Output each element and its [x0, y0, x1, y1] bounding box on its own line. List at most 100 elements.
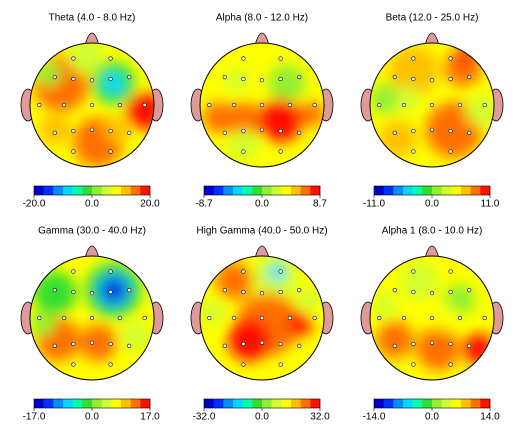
electrode: [457, 102, 463, 108]
colorbar-cell: [300, 399, 311, 408]
electrode: [71, 341, 76, 347]
map-region: [104, 280, 123, 300]
map-region: [379, 120, 417, 158]
electrode: [278, 362, 283, 367]
electrode: [37, 102, 42, 108]
electrode: [411, 289, 416, 295]
colorbar-cell: [72, 186, 83, 195]
colorbar-cell: [233, 399, 243, 408]
electrode: [287, 315, 293, 321]
electrode: [278, 341, 283, 347]
map-region: [296, 287, 321, 312]
map-region: [401, 262, 439, 300]
head-outline: [369, 255, 495, 381]
electrode: [278, 56, 283, 61]
electrode: [127, 343, 132, 349]
electrode: [207, 102, 212, 108]
electrode: [127, 130, 132, 135]
colorbar-tick-label: 17.0: [140, 412, 160, 423]
map-region: [268, 262, 287, 281]
colorbar-cell: [393, 186, 404, 195]
electrode: [71, 149, 76, 154]
electrode: [448, 149, 453, 154]
colorbar-cell: [432, 186, 442, 195]
colorbar-cell: [374, 399, 384, 408]
electrode: [259, 127, 265, 132]
electrode: [411, 149, 416, 154]
map-region: [466, 95, 494, 127]
electrode: [52, 343, 57, 349]
electrode: [377, 315, 382, 321]
colorbar-tick-label: 14.0: [480, 412, 500, 423]
colorbar-cell: [233, 186, 243, 195]
electrode: [108, 362, 113, 367]
panel-title: Alpha 1 (8.0 - 10.0 Hz): [382, 226, 483, 237]
electrode: [448, 289, 453, 295]
colorbar-cell: [480, 399, 491, 408]
electrode: [411, 56, 416, 61]
electrode: [61, 102, 67, 108]
colorbar-tick-label: -11.0: [363, 199, 385, 210]
colorbar-cell: [121, 186, 131, 195]
map-region: [102, 72, 125, 95]
electrode: [52, 288, 57, 293]
electrode: [52, 74, 57, 80]
electrode: [241, 76, 246, 82]
electrode: [467, 130, 472, 135]
electrode: [448, 269, 453, 274]
electrode: [377, 102, 382, 108]
topomap-panel: Alpha 1 (8.0 - 10.0 Hz) -14.0 0.0 14.0: [360, 226, 504, 423]
electrode: [89, 102, 95, 108]
map-region: [227, 129, 259, 161]
electrode: [278, 269, 283, 274]
colorbar-cell: [101, 186, 112, 195]
map-region: [33, 271, 77, 315]
electrode: [411, 341, 416, 347]
electrode: [241, 56, 246, 61]
colorbar-cell: [271, 399, 282, 408]
colorbar-tick-label: 0.0: [425, 199, 439, 210]
colorbar-tick-label: 32.0: [310, 412, 330, 423]
electrode: [259, 102, 265, 108]
electrode: [448, 341, 453, 347]
electrode: [89, 291, 95, 296]
panel-title: Gamma (30.0 - 40.0 Hz): [38, 226, 146, 237]
map-region: [370, 83, 401, 115]
head-outline: [29, 42, 155, 168]
colorbar-cell: [101, 399, 112, 408]
colorbar-tick-label: 0.0: [85, 412, 99, 423]
head-outline: [199, 255, 325, 381]
map-field: [30, 43, 154, 167]
map-region: [200, 299, 225, 325]
colorbar-cell: [422, 186, 433, 195]
colorbar-cell: [140, 186, 151, 195]
electrode: [232, 102, 237, 108]
head-outline: [29, 255, 155, 381]
colorbar-cell: [53, 399, 64, 408]
colorbar-cell: [204, 399, 214, 408]
colorbar-cell: [223, 186, 234, 195]
map-blobs: [203, 64, 324, 161]
electrode: [429, 340, 435, 345]
colorbar-cell: [271, 186, 282, 195]
colorbar-tick-label: 0.0: [255, 412, 269, 423]
electrode: [108, 56, 113, 61]
map-region: [227, 318, 272, 362]
colorbar-cell: [422, 399, 433, 408]
colorbar-tick-label: 0.0: [425, 412, 439, 423]
electrode: [241, 362, 246, 367]
electrode: [241, 269, 246, 274]
colorbar-cell: [204, 186, 214, 195]
colorbar-tick-label: -32.0: [193, 412, 216, 423]
colorbar-tick-label: 8.7: [313, 199, 327, 210]
colorbar-tick-label: -14.0: [363, 412, 386, 423]
electrode: [37, 315, 42, 321]
map-region: [258, 98, 303, 143]
colorbar-cell: [470, 399, 481, 408]
map-region: [224, 67, 250, 93]
map-field: [370, 256, 494, 380]
electrode: [142, 102, 147, 108]
electrode: [392, 343, 397, 349]
colorbar-cell: [393, 399, 404, 408]
colorbar-tick-label: 11.0: [481, 199, 500, 210]
